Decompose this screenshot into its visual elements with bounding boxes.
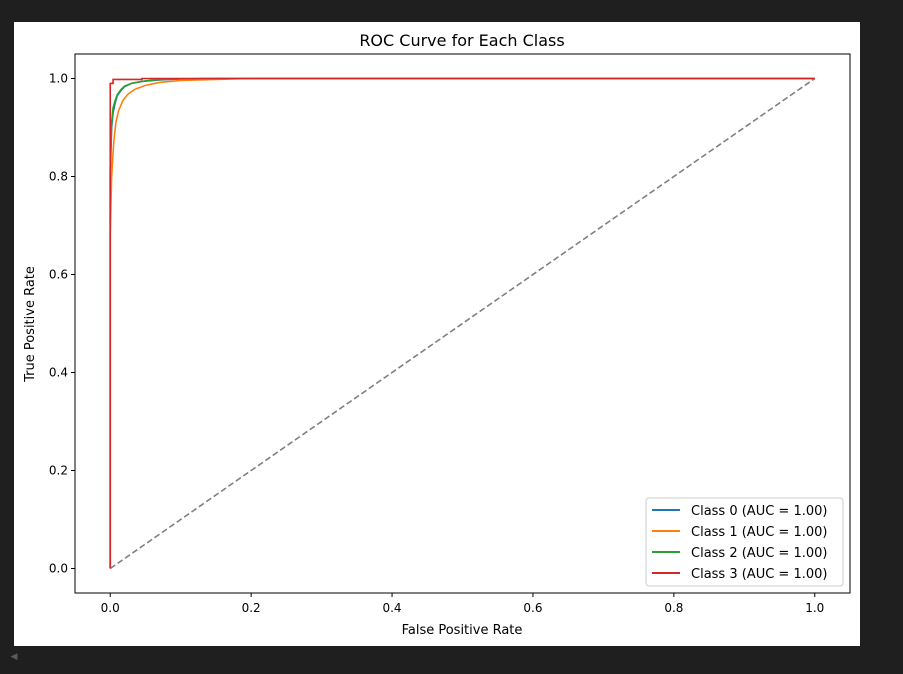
legend-label-class-0: Class 0 (AUC = 1.00) [691,504,827,519]
x-tick-label: 0.6 [523,601,542,615]
window-top-strip [0,0,903,22]
axes-frame [74,53,851,594]
y-axis-label: True Positive Rate [23,266,38,383]
x-tick-label: 0.8 [664,601,683,615]
figure-canvas: ROC Curve for Each Class 0.0 0.2 0.4 0.6 0.8… [14,22,860,646]
x-tick-label: 0.2 [242,601,261,615]
x-tick-label: 1.0 [805,601,824,615]
legend-box [645,497,844,587]
legend-label-class-1: Class 1 (AUC = 1.00) [691,525,827,540]
series-line-class-1 [109,77,815,569]
legend: Class 0 (AUC = 1.00) Class 1 (AUC = 1.00)… [645,497,844,587]
y-tick-label: 0.0 [49,562,68,576]
x-axis: 0.0 0.2 0.4 0.6 0.8 1.0 [101,593,824,615]
y-axis: 0.0 0.2 0.4 0.6 0.8 1.0 [49,72,75,576]
reference-diagonal-line [109,77,816,570]
y-tick-label: 0.6 [49,268,68,282]
legend-label-class-3: Class 3 (AUC = 1.00) [691,567,827,582]
x-tick-label: 0.0 [101,601,120,615]
y-tick-label: 0.4 [49,366,68,380]
x-tick-label: 0.4 [382,601,401,615]
chart-title: ROC Curve for Each Class [359,31,564,50]
y-tick-label: 1.0 [49,72,68,86]
legend-label-class-2: Class 2 (AUC = 1.00) [691,546,827,561]
y-tick-label: 0.8 [49,170,68,184]
plot-area [109,77,816,570]
series-line-class-3 [109,77,815,569]
x-axis-label: False Positive Rate [402,623,523,638]
scroll-left-arrow-icon[interactable]: ◀ [10,652,18,662]
right-gutter [860,22,903,646]
roc-chart: ROC Curve for Each Class 0.0 0.2 0.4 0.6 0.8… [23,31,851,638]
y-tick-label: 0.2 [49,464,68,478]
